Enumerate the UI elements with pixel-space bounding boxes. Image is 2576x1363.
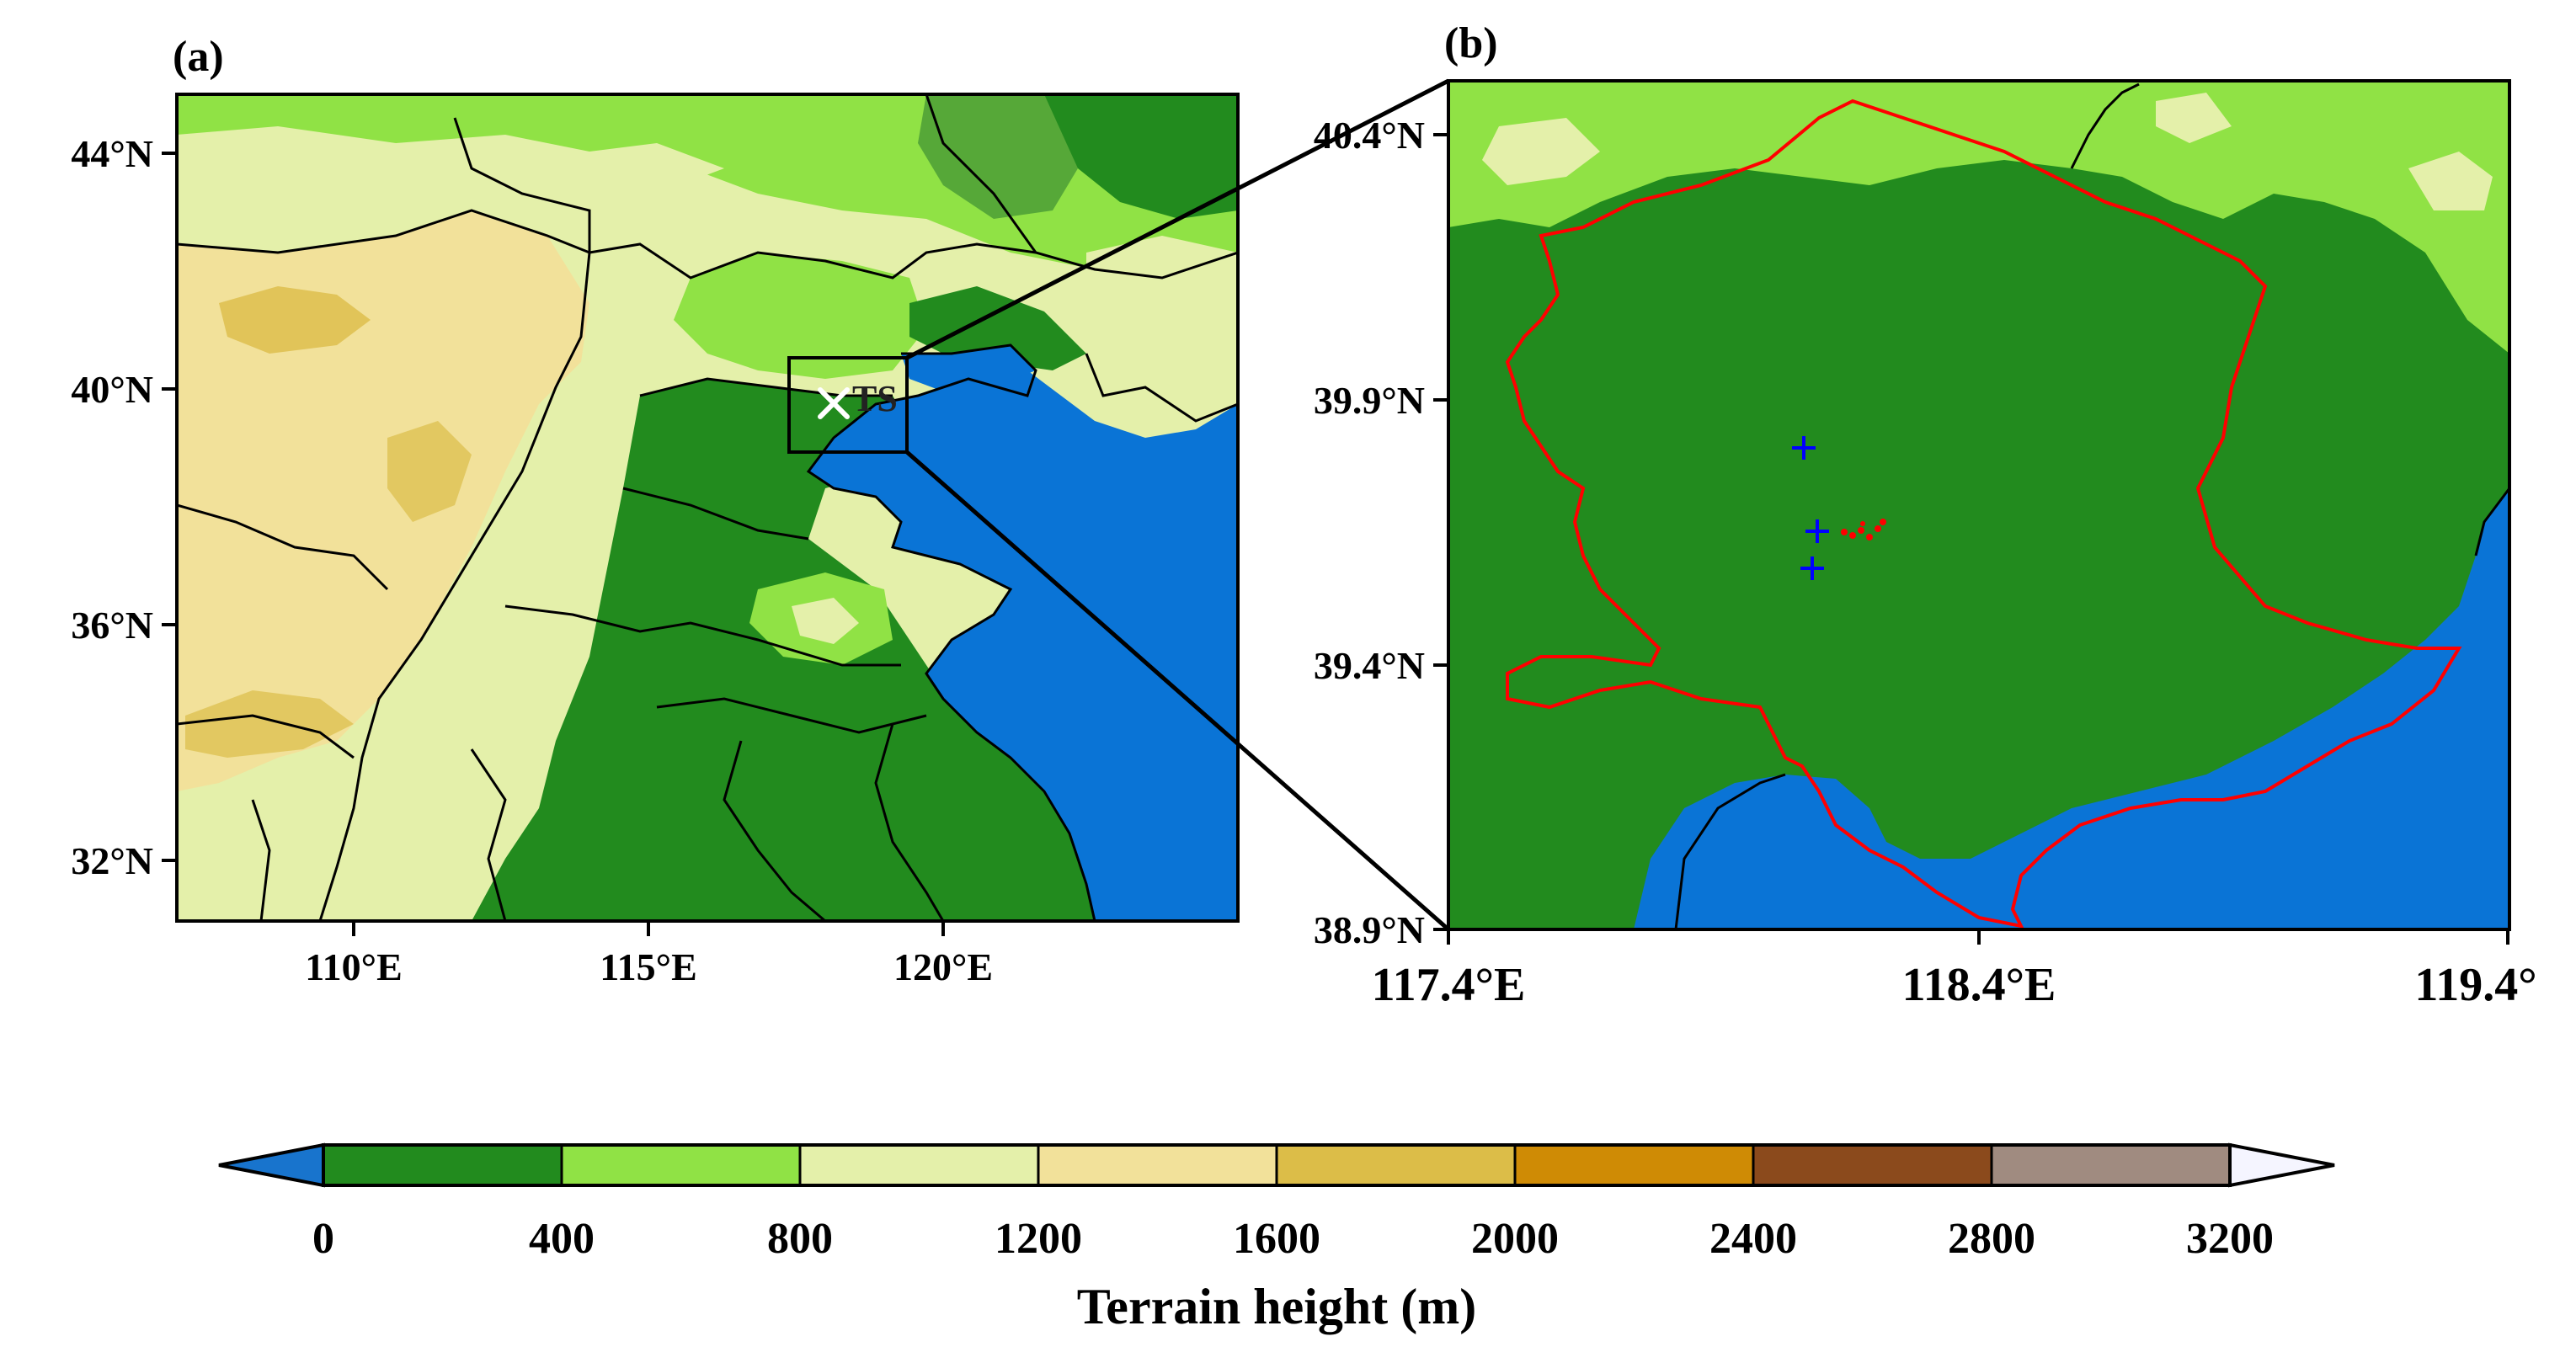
panel-b-upland-pale-3 [2156, 93, 2232, 143]
panel-b-upland-pale [1482, 118, 1600, 185]
panel-b-lat-ticks [1433, 133, 1448, 931]
terrain-plateau [177, 210, 589, 791]
terrain-northeast-lowland [1036, 94, 1238, 219]
panel-b-upland [1448, 81, 2509, 354]
panel-b-border-north [2070, 83, 2140, 169]
panel-b-lat-tick-label: 39.4°N [1314, 644, 1425, 687]
site-label: TS [852, 378, 898, 419]
colorbar-tick-labels: 0 400 800 1200 1600 2000 2400 2800 3200 [312, 1215, 2274, 1263]
panel-a-label: (a) [173, 33, 224, 81]
terrain-liaodong [909, 286, 1086, 370]
tangshan-marker-icon [818, 387, 850, 419]
panel-a-lat-tick-label: 36°N [71, 604, 153, 647]
colorbar-tick-label: 2400 [1709, 1215, 1797, 1263]
panel-b-lon-tick-label: 117.4°E [1372, 959, 1526, 1011]
colorbar-segment [1752, 1143, 1993, 1187]
panel-a-lat-tick-label: 32°N [71, 839, 153, 882]
colorbar-frame [322, 1143, 2232, 1187]
sea-bohai-inner [901, 345, 1036, 391]
red-dots [1841, 519, 1886, 540]
panel-b-upland-pale-2 [2408, 152, 2493, 210]
colorbar-segment [1990, 1143, 2232, 1187]
panel-b-lat-tick-label: 38.9°N [1314, 908, 1425, 951]
colorbar-min-triangle [218, 1142, 325, 1188]
terrain-plateau-high [219, 286, 371, 354]
panel-b-lon-tick-label: 119.4° [2414, 959, 2536, 1011]
terrain-yanshan [674, 253, 926, 379]
zoom-region-box [787, 356, 909, 454]
colorbar-segment [1513, 1143, 1755, 1187]
panel-b-lon-ticks [1447, 929, 2509, 945]
colorbar-tick-label: 0 [312, 1215, 334, 1263]
terrain-liaoning-hills [1086, 236, 1238, 438]
panel-a-frame [175, 93, 1240, 923]
tangshan-boundary [1505, 98, 2462, 929]
terrain-plateau-high-2 [387, 421, 472, 522]
terrain-northeast-mid [918, 94, 1078, 219]
colorbar-tick-label: 400 [529, 1215, 595, 1263]
colorbar-tick-label: 1200 [995, 1215, 1082, 1263]
colorbar-tick-label: 3200 [2186, 1215, 2274, 1263]
colorbar-tick-label: 800 [767, 1215, 833, 1263]
colorbar-tick-label: 2800 [1948, 1215, 2035, 1263]
panel-b-sea [1634, 488, 2509, 929]
panel-b-label: (b) [1444, 19, 1498, 67]
panel-a-lon-tick-label: 110°E [305, 945, 403, 988]
coastline [806, 343, 1096, 921]
colorbar-segments [322, 1143, 2232, 1187]
panel-b-coastline [1674, 487, 2509, 929]
panel-a-lon-tick-label: 115°E [600, 945, 697, 988]
terrain-ridge-west [185, 690, 354, 758]
panel-a-lon-tick-label: 120°E [893, 945, 993, 988]
panel-b-lat-tick-label: 40.4°N [1314, 114, 1425, 157]
colorbar-title: Terrain height (m) [1077, 1279, 1476, 1334]
colorbar-segment [798, 1143, 1040, 1187]
sea-bohai-yellow [808, 370, 1238, 921]
colorbar-segment [1275, 1143, 1517, 1187]
panel-b-lat-tick-label: 39.9°N [1314, 379, 1425, 422]
colorbar-segment [1037, 1143, 1278, 1187]
colorbar-segment [322, 1143, 563, 1187]
colorbar-tick-label: 1600 [1233, 1215, 1320, 1263]
panel-a-lat-tick-label: 44°N [71, 132, 153, 175]
terrain-north-pale [177, 126, 724, 202]
province-boundaries [177, 94, 1238, 921]
panel-a-lat-tick-label: 40°N [71, 368, 153, 411]
terrain-shandong-core [792, 598, 859, 644]
colorbar: 0 400 800 1200 1600 2000 2400 2800 3200 Terrain … [218, 1142, 2335, 1334]
panel-b-map [1448, 81, 2509, 929]
station-markers [1792, 436, 1829, 580]
panel-a-map: TS [177, 94, 1238, 921]
colorbar-tick-label: 2000 [1471, 1215, 1559, 1263]
panel-b-lon-tick-label: 118.4°E [1902, 959, 2056, 1011]
panel-a-lon-ticks [352, 921, 945, 936]
zoom-connectors [905, 78, 1450, 931]
panel-a-lat-ticks [162, 152, 177, 862]
colorbar-max-triangle [2228, 1142, 2335, 1188]
colorbar-segment [560, 1143, 802, 1187]
